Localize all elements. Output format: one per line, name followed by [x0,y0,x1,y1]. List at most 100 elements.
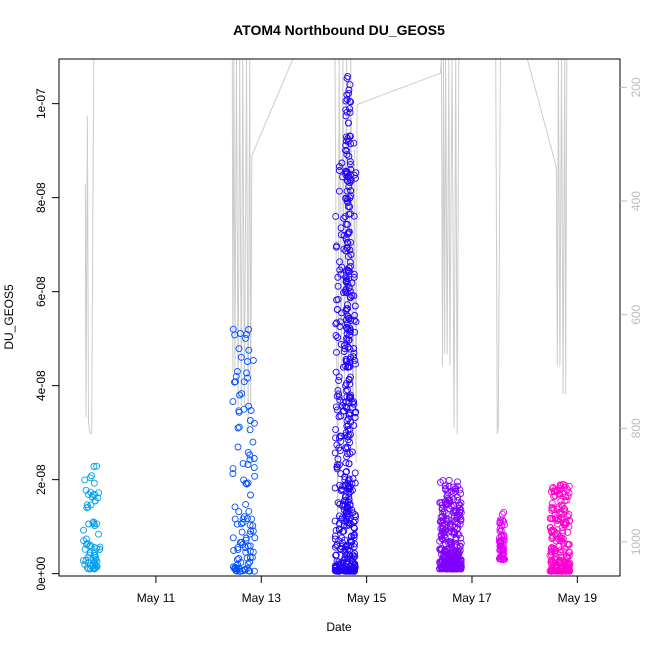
point [332,526,340,534]
point [457,499,465,507]
point [345,183,353,191]
point [346,380,354,388]
point [345,475,353,483]
point [439,512,447,520]
point [93,462,101,470]
point [344,253,352,261]
point [351,525,358,532]
x-axis: May 11 May 13 May 15 May 17 May 19 [137,576,597,605]
point [335,390,343,398]
x-axis-label: Date [326,620,352,634]
point [235,345,243,353]
point [346,158,354,166]
point [344,203,352,211]
point [83,541,91,548]
point [456,520,464,528]
point [454,520,462,528]
point [91,548,99,556]
point [82,535,90,543]
point [342,278,350,286]
point [342,220,350,228]
point [342,509,350,516]
point [557,508,565,516]
point [335,434,343,442]
point [342,273,350,281]
point [343,541,351,549]
point [343,274,350,282]
point [344,386,351,394]
point [229,398,237,406]
point [333,441,341,449]
point [345,89,353,97]
point [240,378,248,386]
point [343,96,351,104]
point [556,481,564,489]
point [236,567,244,575]
right-axis: 200 400 600 800 1000 [620,77,643,555]
point [332,212,340,220]
point [345,460,353,468]
point [352,318,360,326]
point [457,562,465,570]
point [79,556,87,564]
point [565,566,573,574]
point [89,491,97,499]
point [238,528,246,536]
right-tick-label-3: 800 [629,418,643,438]
point [352,513,360,521]
point [91,564,99,572]
point [335,187,343,195]
point [496,525,504,533]
point [445,476,453,484]
series-1 [229,325,259,575]
point [334,334,342,341]
point [456,486,464,494]
point [345,376,353,384]
point [557,546,565,554]
point [246,542,254,550]
point [447,520,455,528]
right-tick-label-1: 400 [629,191,643,211]
point [556,515,564,523]
point [81,545,89,553]
point [499,555,507,563]
point [440,553,448,560]
point [550,528,558,535]
point [559,547,567,555]
point [344,566,352,574]
point [335,393,343,401]
point [351,479,359,487]
point [565,541,573,548]
point [249,548,257,556]
point [344,433,352,441]
point [95,530,102,538]
point [335,373,343,381]
point [342,468,350,476]
point [451,487,459,495]
point [338,263,346,271]
point [559,480,567,488]
x-tick-label-2: May 15 [347,591,387,605]
point [347,210,354,218]
point [563,486,571,493]
point [344,343,352,351]
point [500,544,508,552]
point [444,487,452,495]
point [558,514,566,522]
point [235,407,243,415]
point [350,273,358,281]
point [498,550,506,558]
point [96,543,104,551]
point [556,490,564,498]
point [237,558,245,566]
point [333,465,341,473]
point [345,484,353,492]
right-tick-label-4: 1000 [629,528,643,555]
point [342,444,350,452]
right-tick-label-2: 600 [629,304,643,324]
point [91,544,99,552]
point [343,404,350,412]
point [558,567,566,575]
point [335,377,343,385]
point [547,527,555,534]
